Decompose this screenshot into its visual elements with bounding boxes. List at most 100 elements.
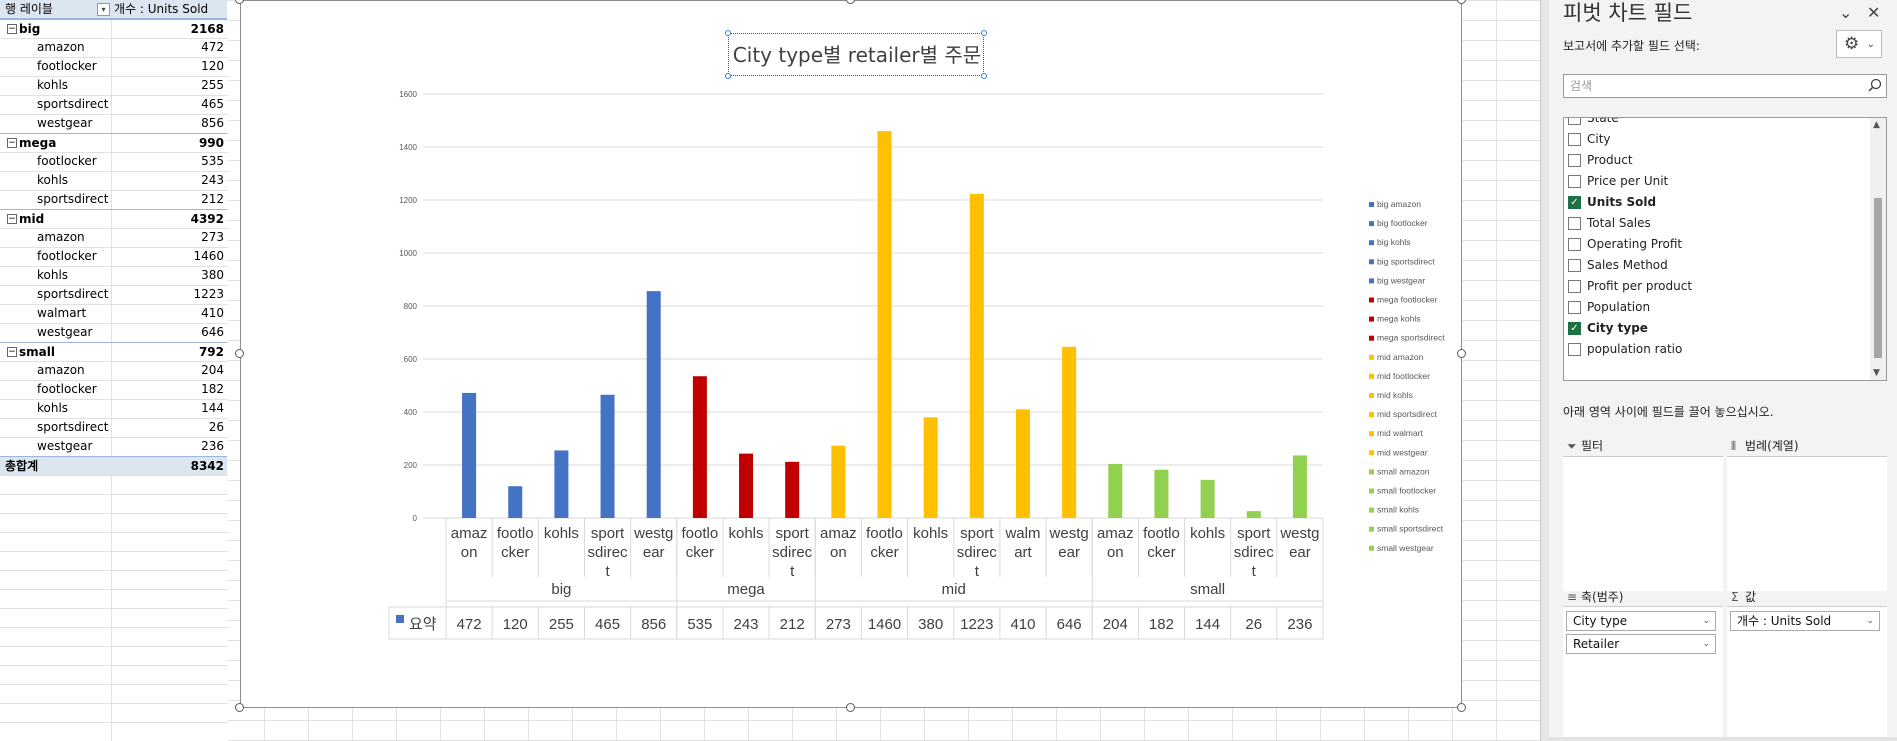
collapse-icon[interactable]: −	[7, 214, 17, 224]
field-item[interactable]: ✓ City type	[1564, 318, 1864, 339]
y-tick-label: 1400	[399, 143, 417, 152]
collapse-icon[interactable]: −	[7, 138, 17, 148]
checkbox-icon[interactable]	[1568, 118, 1581, 125]
title-handle[interactable]	[981, 30, 987, 36]
chart-resize-handle[interactable]	[235, 703, 244, 712]
pivot-item-row[interactable]: sportsdirect 1223	[0, 285, 227, 304]
field-list-scrollbar[interactable]: ▲ ▼	[1870, 118, 1886, 380]
pivot-item-row[interactable]: sportsdirect 26	[0, 418, 227, 437]
search-icon[interactable]	[1868, 78, 1882, 92]
field-item[interactable]: State	[1564, 118, 1864, 129]
title-handle[interactable]	[725, 30, 731, 36]
category-label: ear	[643, 544, 665, 561]
pivot-item-row[interactable]: footlocker 1460	[0, 247, 227, 266]
checkbox-checked-icon[interactable]: ✓	[1568, 196, 1581, 209]
checkbox-icon[interactable]	[1568, 133, 1581, 146]
collapse-icon[interactable]: −	[7, 24, 17, 34]
pivot-item-row[interactable]: westgear 236	[0, 437, 227, 456]
pivot-item-row[interactable]: westgear 856	[0, 114, 227, 133]
row-filter-dropdown-icon[interactable]: ▾	[97, 3, 110, 16]
axis-field-retailer[interactable]: Retailer ⌄	[1566, 634, 1716, 654]
chevron-down-icon[interactable]: ⌄	[1839, 3, 1853, 22]
field-item[interactable]: Population	[1564, 297, 1864, 318]
pivot-group-row[interactable]: − mega 990	[0, 133, 227, 152]
chart-resize-handle[interactable]	[1457, 703, 1466, 712]
field-item[interactable]: Operating Profit	[1564, 234, 1864, 255]
pivot-group-row[interactable]: − small 792	[0, 342, 227, 361]
field-item[interactable]: City	[1564, 129, 1864, 150]
pane-splitter[interactable]	[1541, 0, 1549, 741]
pivot-item-row[interactable]: amazon 204	[0, 361, 227, 380]
checkbox-icon[interactable]	[1568, 259, 1581, 272]
checkbox-icon[interactable]	[1568, 154, 1581, 167]
tools-button[interactable]: ⚙ ⌄	[1836, 30, 1882, 58]
chart-title[interactable]: City type별 retailer별 주문	[732, 43, 982, 67]
pivot-item-row[interactable]: sportsdirect 465	[0, 95, 227, 114]
pivot-group-row[interactable]: − big 2168	[0, 19, 227, 38]
chart-resize-handle[interactable]	[846, 703, 855, 712]
field-search-input[interactable]: 검색	[1563, 74, 1887, 98]
checkbox-icon[interactable]	[1568, 238, 1581, 251]
sigma-icon: Σ	[1731, 590, 1739, 604]
pivot-item-row[interactable]: kohls 380	[0, 266, 227, 285]
pivot-item-row[interactable]: amazon 273	[0, 228, 227, 247]
checkbox-icon[interactable]	[1568, 301, 1581, 314]
close-icon[interactable]: ✕	[1867, 3, 1881, 22]
pivot-item-row[interactable]: kohls 255	[0, 76, 227, 95]
axis-field-city-type[interactable]: City type ⌄	[1566, 611, 1716, 631]
field-item[interactable]: Price per Unit	[1564, 171, 1864, 192]
chart-title-box[interactable]: City type별 retailer별 주문	[725, 30, 987, 79]
pivot-item-row[interactable]: amazon 472	[0, 38, 227, 57]
field-item[interactable]: Profit per product	[1564, 276, 1864, 297]
checkbox-icon[interactable]	[1568, 280, 1581, 293]
pivot-item-row[interactable]: westgear 646	[0, 323, 227, 342]
pivot-item-row[interactable]: footlocker 535	[0, 152, 227, 171]
group-label: big	[19, 22, 41, 36]
scroll-up-icon[interactable]: ▲	[1873, 120, 1880, 130]
category-label: footlo	[497, 525, 534, 542]
data-table-value: 535	[687, 616, 712, 633]
legend-entry: big westgear	[1377, 275, 1425, 285]
pivot-item-row[interactable]: kohls 144	[0, 399, 227, 418]
pivot-item-row[interactable]: walmart 410	[0, 304, 227, 323]
legend-swatch	[1369, 335, 1374, 341]
item-label: kohls	[37, 78, 69, 92]
chart-resize-handle[interactable]	[1457, 349, 1466, 358]
bar	[692, 376, 707, 518]
field-item[interactable]: Total Sales	[1564, 213, 1864, 234]
pivot-chart[interactable]: 0 200 400 600 800 1000 1200 1400 1600 big mega mid s…	[240, 0, 1462, 708]
pivot-item-row[interactable]: footlocker 120	[0, 57, 227, 76]
scroll-down-icon[interactable]: ▼	[1873, 368, 1880, 378]
value-field-units-sold[interactable]: 개수 : Units Sold ⌄	[1730, 611, 1880, 631]
bar	[646, 291, 661, 518]
legend-entry: small amazon	[1377, 466, 1430, 476]
field-item[interactable]: ✓ Units Sold	[1564, 192, 1864, 213]
pivot-item-row[interactable]: kohls 243	[0, 171, 227, 190]
checkbox-icon[interactable]	[1568, 343, 1581, 356]
title-handle[interactable]	[725, 73, 731, 79]
category-label: sport	[960, 525, 994, 542]
checkbox-checked-icon[interactable]: ✓	[1568, 322, 1581, 335]
legend-drop-area[interactable]	[1727, 456, 1887, 591]
field-item[interactable]: population ratio	[1564, 339, 1864, 360]
chevron-down-icon: ⌄	[1866, 39, 1875, 50]
title-handle[interactable]	[981, 73, 987, 79]
checkbox-icon[interactable]	[1568, 175, 1581, 188]
pivot-item-row[interactable]: sportsdirect 212	[0, 190, 227, 209]
filter-drop-area[interactable]	[1563, 456, 1723, 591]
scroll-thumb[interactable]	[1874, 198, 1882, 358]
chart-resize-handle[interactable]	[235, 349, 244, 358]
legend-entry: mid amazon	[1377, 352, 1424, 362]
collapse-icon[interactable]: −	[7, 347, 17, 357]
drag-hint: 아래 영역 사이에 필드를 끌어 놓으십시오.	[1563, 405, 1774, 419]
checkbox-icon[interactable]	[1568, 217, 1581, 230]
bar	[1015, 409, 1030, 518]
item-value: 236	[201, 439, 224, 453]
field-item[interactable]: Product	[1564, 150, 1864, 171]
pivot-group-row[interactable]: − mid 4392	[0, 209, 227, 228]
field-item[interactable]: Sales Method	[1564, 255, 1864, 276]
pivot-item-row[interactable]: footlocker 182	[0, 380, 227, 399]
item-label: footlocker	[37, 59, 97, 73]
chevron-down-icon: ⌄	[1866, 616, 1874, 626]
category-label: amaz	[820, 525, 857, 542]
